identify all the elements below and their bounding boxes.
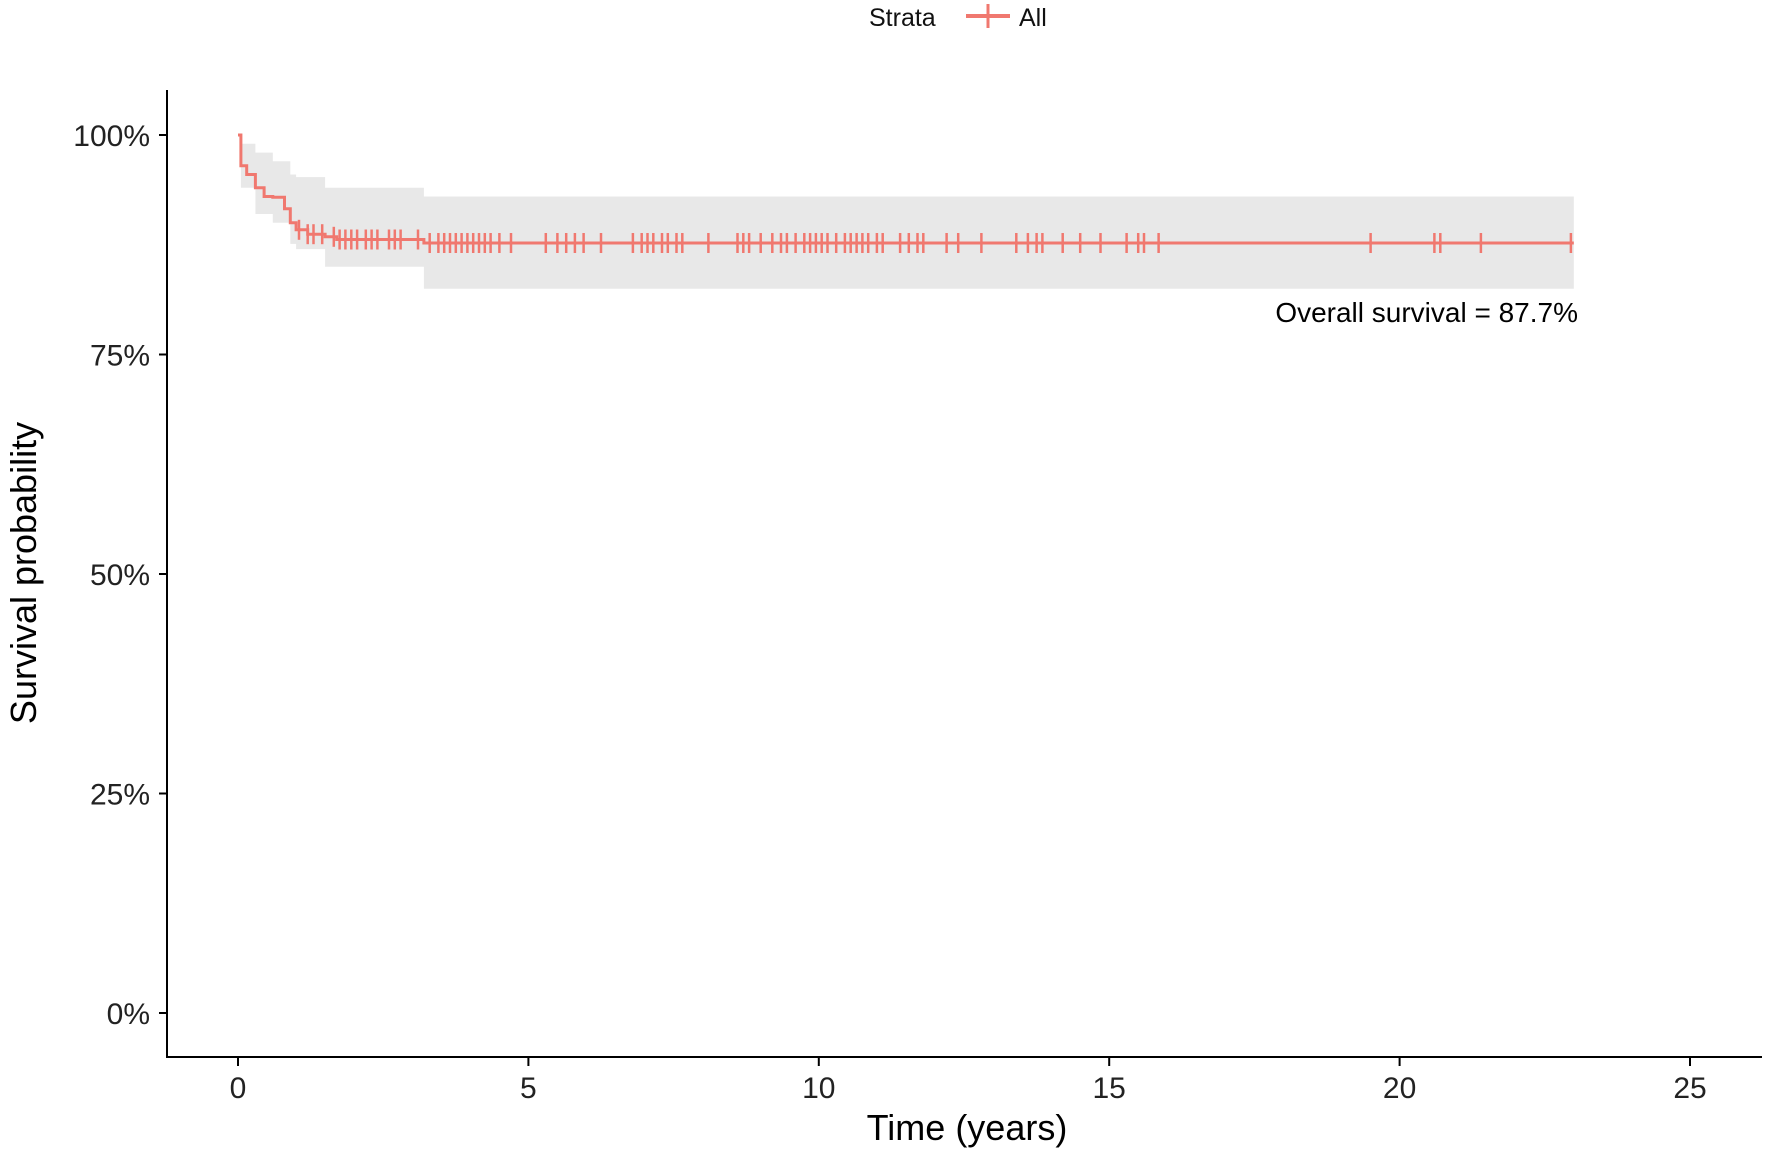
overall-survival-annotation: Overall survival = 87.7% [1275,297,1578,328]
y-tick-label: 100% [73,120,150,153]
legend-label-all: All [1019,4,1047,32]
x-tick-label: 15 [1093,1072,1126,1105]
x-axis-ticks: 0 5 10 15 20 25 [230,1057,1707,1105]
legend: Strata All [869,4,1047,32]
x-tick-label: 20 [1383,1072,1416,1105]
confidence-band [238,135,1574,289]
x-tick-label: 5 [520,1072,537,1105]
censor-marks [297,219,1573,253]
plot-area [238,133,1574,289]
y-tick-label: 0% [107,998,150,1031]
x-tick-label: 10 [802,1072,835,1105]
y-axis-title: Survival probability [3,422,44,724]
x-axis-title: Time (years) [867,1107,1068,1148]
x-tick-label: 0 [230,1072,247,1105]
y-tick-label: 25% [90,779,150,812]
y-tick-label: 75% [90,340,150,373]
y-tick-label: 50% [90,559,150,592]
legend-title: Strata [869,4,936,32]
x-tick-label: 25 [1673,1072,1706,1105]
axes: 0% 25% 50% 75% 100% 0 5 10 15 20 25 [73,90,1762,1105]
y-axis-ticks: 0% 25% 50% 75% 100% [73,120,167,1031]
